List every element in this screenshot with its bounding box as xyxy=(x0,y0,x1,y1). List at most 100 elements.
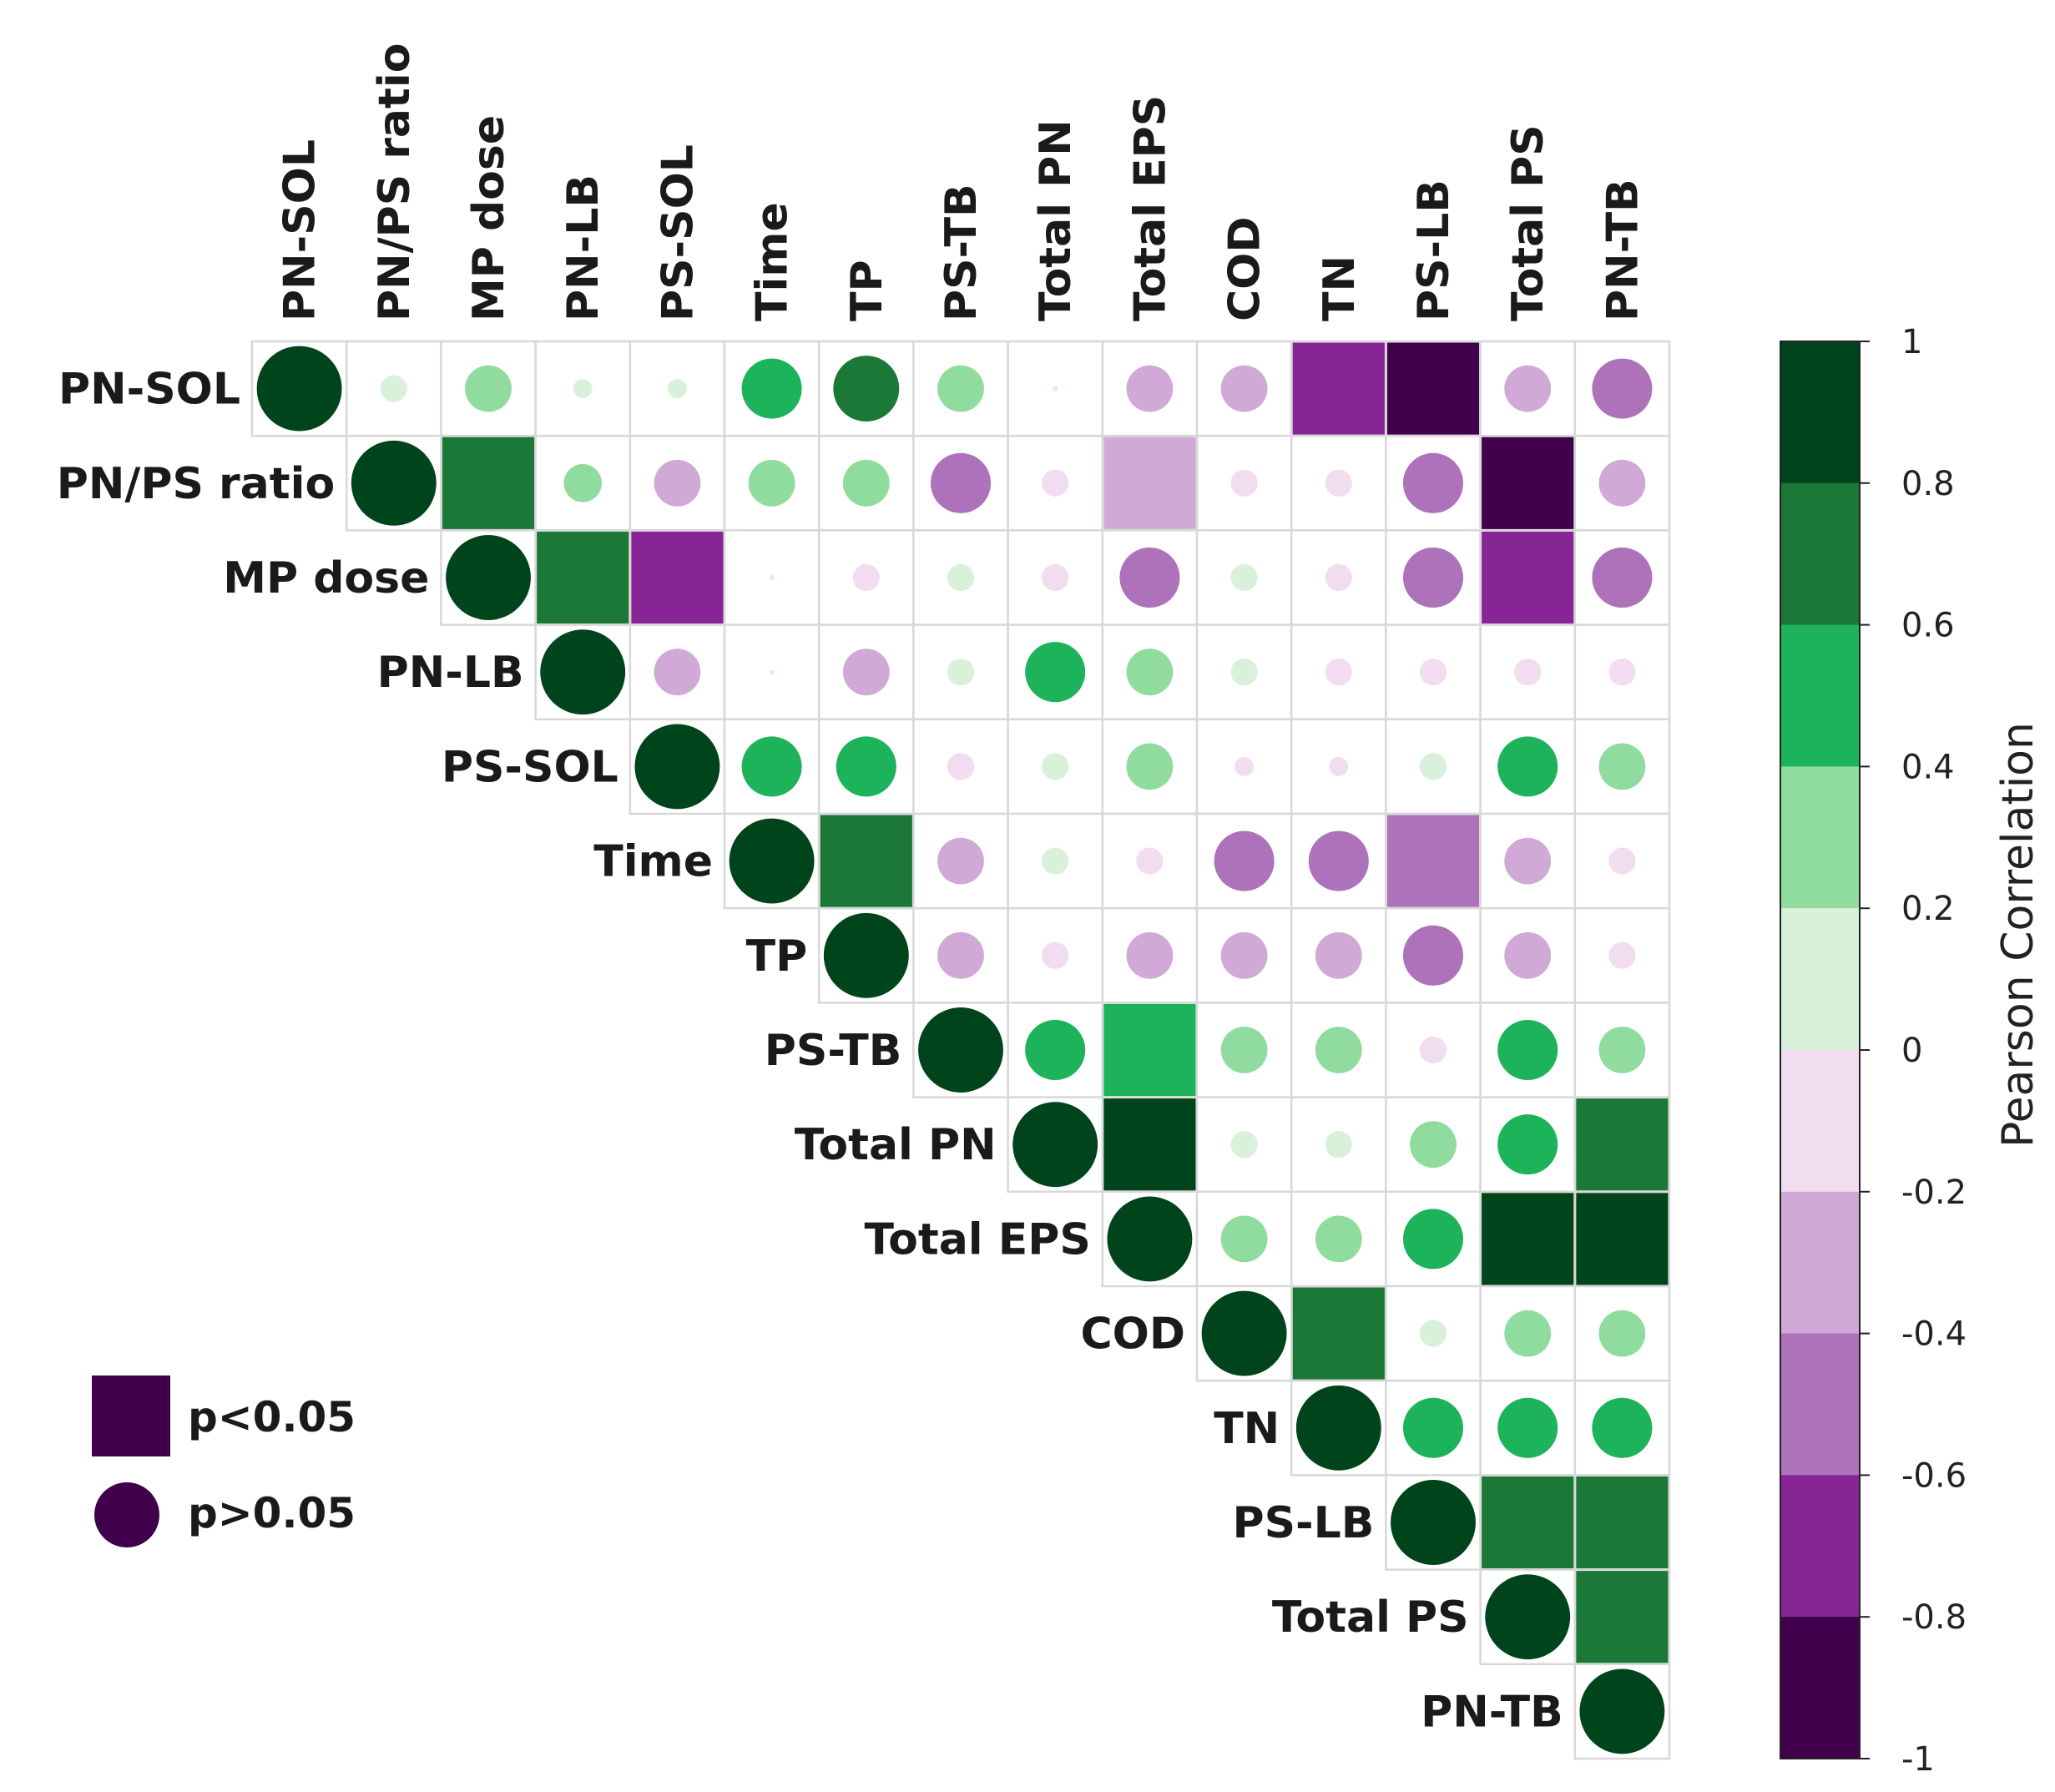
colorbar-bin-6 xyxy=(1780,1191,1860,1335)
row-label-9: Total EPS xyxy=(865,1214,1091,1264)
cell-circle-6-13 xyxy=(1504,931,1552,979)
cell-circle-9-12 xyxy=(1402,1209,1464,1270)
row-label-12: PS-LB xyxy=(1232,1498,1374,1548)
cell-circle-3-7 xyxy=(947,659,975,686)
colorbar-tick-label-3: 0.4 xyxy=(1901,748,1955,786)
cell-circle-7-14 xyxy=(1598,1027,1646,1073)
cell-circle-6-9 xyxy=(1126,931,1174,979)
cell-circle-3-10 xyxy=(1230,659,1258,686)
cell-circle-0-9 xyxy=(1126,365,1174,412)
cell-square-1-13 xyxy=(1482,437,1574,529)
cell-circle-2-12 xyxy=(1402,547,1464,608)
col-label-7: PS-TB xyxy=(937,184,987,321)
col-label-12: PS-LB xyxy=(1409,179,1459,321)
cell-circle-4-9 xyxy=(1126,743,1174,790)
cell-circle-8-12 xyxy=(1410,1121,1457,1169)
cell-circle-2-8 xyxy=(1042,563,1069,592)
legend-circle-label: p>0.05 xyxy=(188,1489,356,1537)
row-label-11: TN xyxy=(1214,1404,1280,1454)
colorbar-bin-5 xyxy=(1780,1050,1860,1193)
cell-circle-2-14 xyxy=(1592,547,1653,608)
cell-circle-2-7 xyxy=(947,563,975,592)
matrix-cells xyxy=(250,340,1671,1760)
cell-circle-1-4 xyxy=(654,459,701,507)
colorbar-tick-label-7: -0.4 xyxy=(1901,1315,1967,1354)
cell-circle-4-14 xyxy=(1598,743,1646,790)
col-label-6: TP xyxy=(842,260,892,321)
colorbar-tick-label-10: -1 xyxy=(1901,1740,1935,1779)
cell-circle-1-8 xyxy=(1042,469,1069,497)
row-label-2: MP dose xyxy=(223,553,429,603)
cell-square-2-4 xyxy=(631,531,724,624)
cell-circle-3-12 xyxy=(1419,659,1447,686)
colorbar-tick-label-6: -0.2 xyxy=(1901,1174,1967,1212)
cell-circle-6-11 xyxy=(1315,931,1362,979)
cell-circle-1-6 xyxy=(842,459,890,507)
colorbar: 1 0.8 0.6 0.4 0.2 0 -0.2 -0.4 -0.6 -0.8 -1 xyxy=(1780,323,1967,1779)
cell-circle-7-8 xyxy=(1025,1019,1086,1081)
cell-circle-4-7 xyxy=(947,753,975,780)
cell-circle-5-9 xyxy=(1136,847,1164,875)
colorbar-tick-label-2: 0.6 xyxy=(1901,607,1955,645)
cell-circle-10-10 xyxy=(1201,1290,1287,1376)
col-label-4: PS-SOL xyxy=(653,144,703,321)
cell-circle-2-11 xyxy=(1325,563,1352,592)
colorbar-tick-label-0: 1 xyxy=(1901,323,1922,361)
cell-square-1-9 xyxy=(1103,437,1196,529)
cell-circle-4-6 xyxy=(836,736,896,797)
cell-circle-11-12 xyxy=(1402,1397,1464,1458)
row-labels: PN-SOL PN/PS ratio MP dose PN-LB PS-SOL Time T… xyxy=(57,365,1563,1738)
cell-circle-3-13 xyxy=(1514,659,1542,686)
cell-circle-8-8 xyxy=(1012,1102,1098,1188)
cell-circle-4-11 xyxy=(1329,757,1349,776)
cell-circle-6-6 xyxy=(823,912,909,998)
col-label-9: Total EPS xyxy=(1125,95,1175,321)
cell-circle-5-5 xyxy=(729,818,815,904)
cell-square-12-14 xyxy=(1576,1476,1669,1569)
cell-circle-3-4 xyxy=(654,649,701,696)
cell-circle-7-10 xyxy=(1220,1027,1268,1073)
cell-circle-8-11 xyxy=(1325,1131,1352,1158)
col-label-0: PN-SOL xyxy=(275,139,326,321)
colorbar-bin-0 xyxy=(1780,341,1860,484)
cell-circle-6-7 xyxy=(937,931,984,979)
cell-border-6-9 xyxy=(1101,906,1199,1004)
cell-circle-5-14 xyxy=(1608,847,1636,875)
colorbar-tick-label-5: 0 xyxy=(1901,1032,1922,1070)
colorbar-bin-3 xyxy=(1780,766,1860,909)
colorbar-bin-8 xyxy=(1780,1475,1860,1618)
cell-square-10-11 xyxy=(1292,1287,1385,1380)
cell-circle-10-12 xyxy=(1419,1320,1447,1347)
cell-circle-3-11 xyxy=(1325,659,1352,686)
colorbar-bin-1 xyxy=(1780,482,1860,626)
cell-circle-0-13 xyxy=(1504,365,1552,412)
cell-circle-14-14 xyxy=(1579,1668,1665,1754)
cell-circle-9-10 xyxy=(1220,1215,1268,1263)
cell-circle-6-14 xyxy=(1608,941,1636,969)
col-label-13: Total PS xyxy=(1503,124,1553,321)
col-label-8: Total PN xyxy=(1031,119,1081,321)
cell-circle-4-10 xyxy=(1235,757,1254,776)
col-label-3: PN-LB xyxy=(558,174,608,321)
cell-circle-10-13 xyxy=(1504,1310,1552,1357)
col-label-2: MP dose xyxy=(464,115,514,321)
cell-circle-1-14 xyxy=(1598,459,1646,507)
cell-circle-3-5 xyxy=(769,669,775,675)
cell-circle-1-11 xyxy=(1325,469,1352,497)
cell-square-13-14 xyxy=(1576,1571,1669,1663)
col-label-5: Time xyxy=(748,202,798,321)
row-label-14: PN-TB xyxy=(1421,1687,1563,1737)
cell-circle-2-10 xyxy=(1230,563,1258,592)
colorbar-bin-4 xyxy=(1780,908,1860,1051)
cell-circle-3-8 xyxy=(1025,642,1086,703)
cell-circle-5-8 xyxy=(1042,847,1069,875)
cell-square-2-3 xyxy=(537,531,629,624)
cell-circle-7-12 xyxy=(1419,1036,1447,1064)
cell-circle-1-1 xyxy=(351,440,437,526)
cell-circle-13-13 xyxy=(1485,1574,1571,1660)
cell-circle-1-7 xyxy=(930,452,992,513)
cell-square-9-14 xyxy=(1576,1193,1669,1285)
colorbar-tick-label-8: -0.6 xyxy=(1901,1456,1967,1495)
cell-square-9-13 xyxy=(1482,1193,1574,1285)
